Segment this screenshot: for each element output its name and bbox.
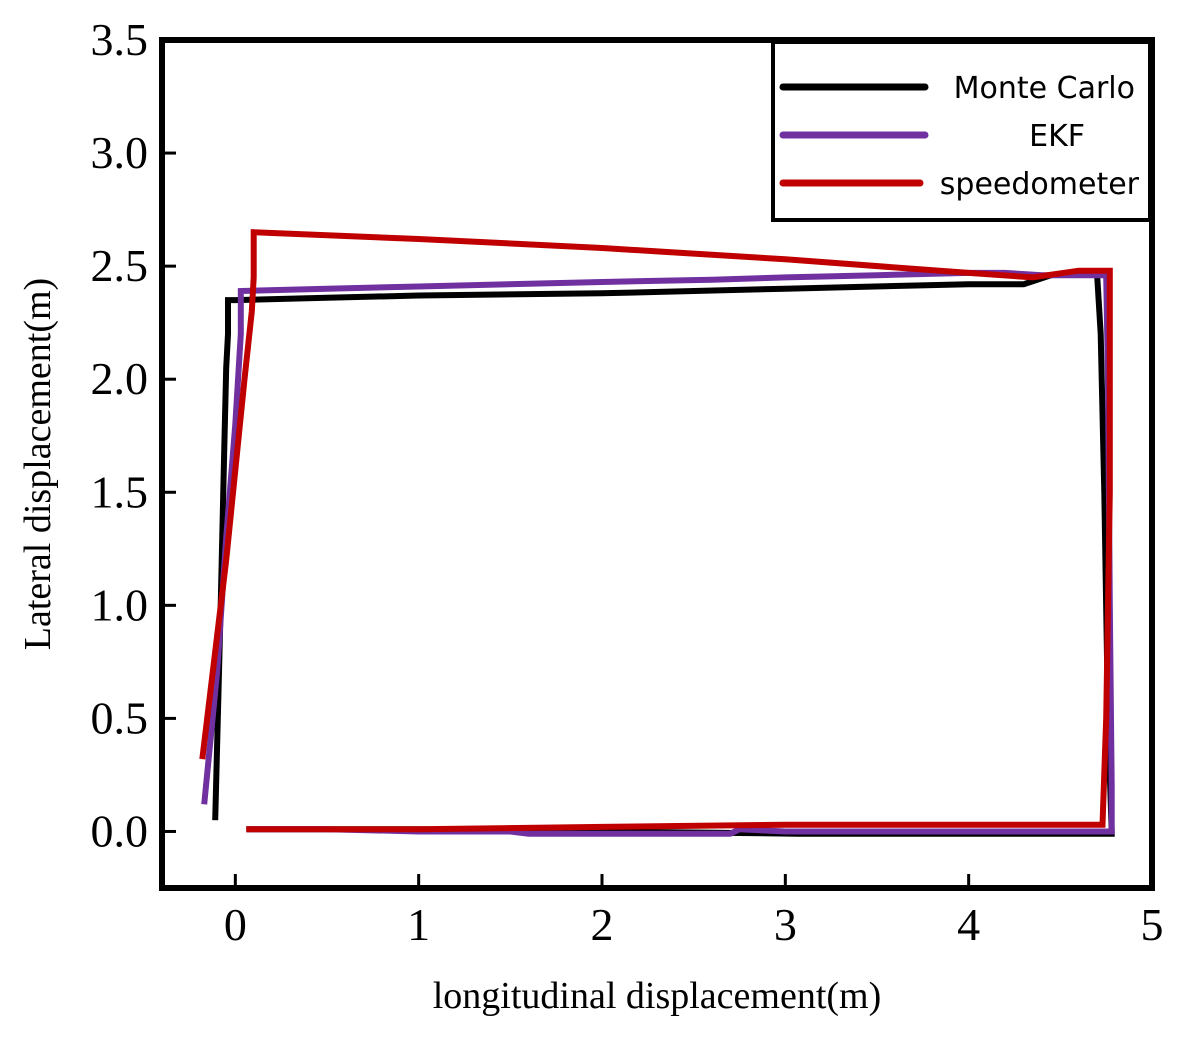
y-tick-label: 1.0 (91, 579, 149, 630)
x-tick-label: 1 (407, 899, 430, 950)
x-axis: 0 1 2 3 4 5 (224, 874, 1164, 950)
y-tick-label: 0.0 (91, 805, 149, 856)
x-tick-label: 2 (591, 899, 614, 950)
y-tick-label: 3.0 (91, 127, 149, 178)
x-tick-label: 3 (774, 899, 797, 950)
y-tick-label: 1.5 (91, 466, 149, 517)
x-tick-label: 5 (1141, 899, 1164, 950)
x-axis-title: longitudinal displacement(m) (433, 975, 882, 1017)
x-tick-label: 4 (957, 899, 980, 950)
series-line-ekf (201, 269, 1115, 837)
y-tick-label: 0.5 (91, 692, 149, 743)
legend-box (771, 40, 1152, 222)
series-line-speedometer (199, 229, 1113, 833)
x-tick-label: 0 (224, 899, 247, 950)
series-layer (199, 229, 1115, 837)
legend-label: Monte Carlo (954, 71, 1135, 106)
y-axis: 0.0 0.5 1.0 1.5 2.0 2.5 3.0 3.5 (91, 14, 176, 856)
plot-frame (159, 37, 1155, 891)
y-axis-title: Lateral displacement(m) (17, 278, 59, 650)
legend-label: EKF (1029, 119, 1085, 154)
y-tick-label: 2.0 (91, 353, 149, 404)
legend-label: speedometer (940, 167, 1140, 202)
legend-entry-monte-carlo: Monte Carlo (779, 71, 1135, 106)
legend-entry-ekf: EKF (779, 119, 1085, 154)
y-tick-label: 2.5 (91, 240, 149, 291)
y-tick-label: 3.5 (91, 14, 149, 65)
legend-entry-speedometer: speedometer (779, 167, 1140, 202)
legend: Monte Carlo EKF speedometer (771, 40, 1152, 222)
